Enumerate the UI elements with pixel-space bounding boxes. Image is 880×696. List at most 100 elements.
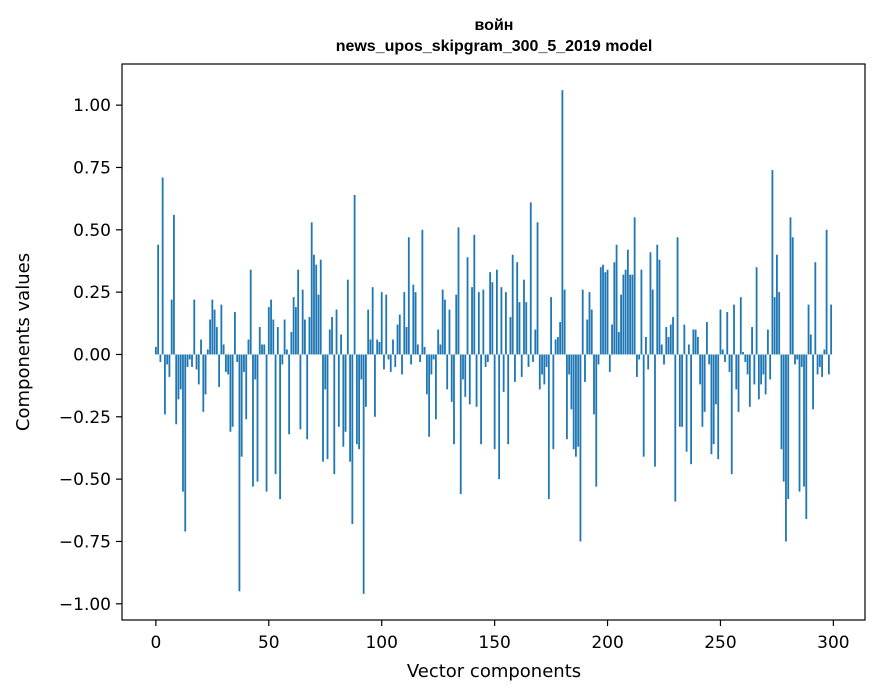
bar-115 [414,292,417,355]
bar-134 [457,227,460,355]
bar-108 [398,314,401,355]
bar-148 [489,272,492,355]
bar-179 [559,322,562,355]
x-tick-label: 200 [591,633,623,653]
bar-266 [755,267,758,355]
bar-270 [764,354,767,395]
bar-66 [304,319,306,355]
bar-20 [200,339,202,355]
bar-201 [608,354,611,372]
bar-261 [744,354,747,362]
bar-103 [387,354,390,360]
bar-158 [511,254,514,355]
bar-146 [484,354,487,367]
bar-254 [728,354,731,372]
bar-285 [798,354,801,492]
bar-34 [231,354,234,427]
bar-125 [437,329,440,355]
bar-113 [410,354,412,365]
bar-177 [554,339,557,355]
bar-229 [672,317,674,355]
bar-18 [195,354,198,370]
bar-188 [579,354,582,542]
chart-title-line1: войн [475,17,514,34]
bar-190 [584,354,586,382]
bar-16 [191,354,193,367]
bar-88 [353,194,356,355]
bar-40 [245,354,248,420]
bar-268 [760,354,763,385]
bar-176 [552,354,555,450]
bar-149 [491,282,494,355]
bar-253 [726,312,729,355]
bar-191 [586,319,589,355]
bar-23 [206,349,209,355]
bar-294 [818,354,821,367]
bar-11 [179,354,182,390]
bar-87 [351,354,354,525]
bar-262 [746,354,749,375]
bar-169 [536,222,539,355]
bar-123 [432,354,435,360]
bar-251 [721,349,724,355]
bar-299 [830,304,833,355]
bar-97 [374,354,376,417]
bar-65 [301,289,304,355]
bar-186 [575,354,577,457]
bar-139 [468,354,471,405]
bar-105 [392,339,394,355]
bar-13 [184,354,187,532]
bar-30 [222,344,225,355]
bar-220 [651,289,654,355]
bar-121 [428,354,431,437]
bar-237 [690,354,693,465]
bar-246 [710,354,713,455]
x-tick-label: 250 [704,633,736,653]
bar-126 [439,344,442,355]
bar-194 [593,354,595,415]
bar-218 [647,354,650,370]
bar-271 [766,329,769,355]
bar-231 [676,237,679,355]
bar-203 [613,262,616,355]
bar-67 [306,354,309,440]
bar-114 [412,284,415,355]
bar-48 [263,344,266,355]
bar-189 [581,289,584,355]
bar-275 [776,254,778,355]
bar-267 [757,354,760,400]
bar-156 [507,354,510,445]
bar-287 [803,354,805,487]
bar-98 [376,339,379,355]
y-tick-label: 0.75 [73,158,111,178]
bar-37 [238,354,241,592]
bar-147 [486,354,489,362]
bar-252 [724,354,726,362]
bar-274 [773,297,776,355]
bar-96 [371,287,374,355]
bar-101 [383,354,385,370]
bar-295 [821,354,823,377]
bar-53 [274,354,277,475]
bar-57 [283,319,286,355]
bar-116 [416,344,419,355]
bar-68 [308,317,311,355]
bar-95 [369,339,372,355]
bar-230 [674,354,677,502]
bar-47 [261,344,263,355]
bar-128 [444,299,446,355]
bar-117 [419,354,422,362]
bar-106 [394,354,397,367]
bar-200 [606,269,609,355]
bar-193 [590,309,593,355]
bar-207 [622,274,625,355]
bar-219 [649,252,652,355]
bar-131 [450,354,453,402]
y-tick-label: −1.00 [59,595,111,615]
bar-39 [243,354,245,372]
bar-100 [380,292,383,355]
bar-196 [597,354,600,365]
bar-244 [706,322,708,355]
bar-269 [762,354,765,375]
bar-29 [220,304,223,355]
